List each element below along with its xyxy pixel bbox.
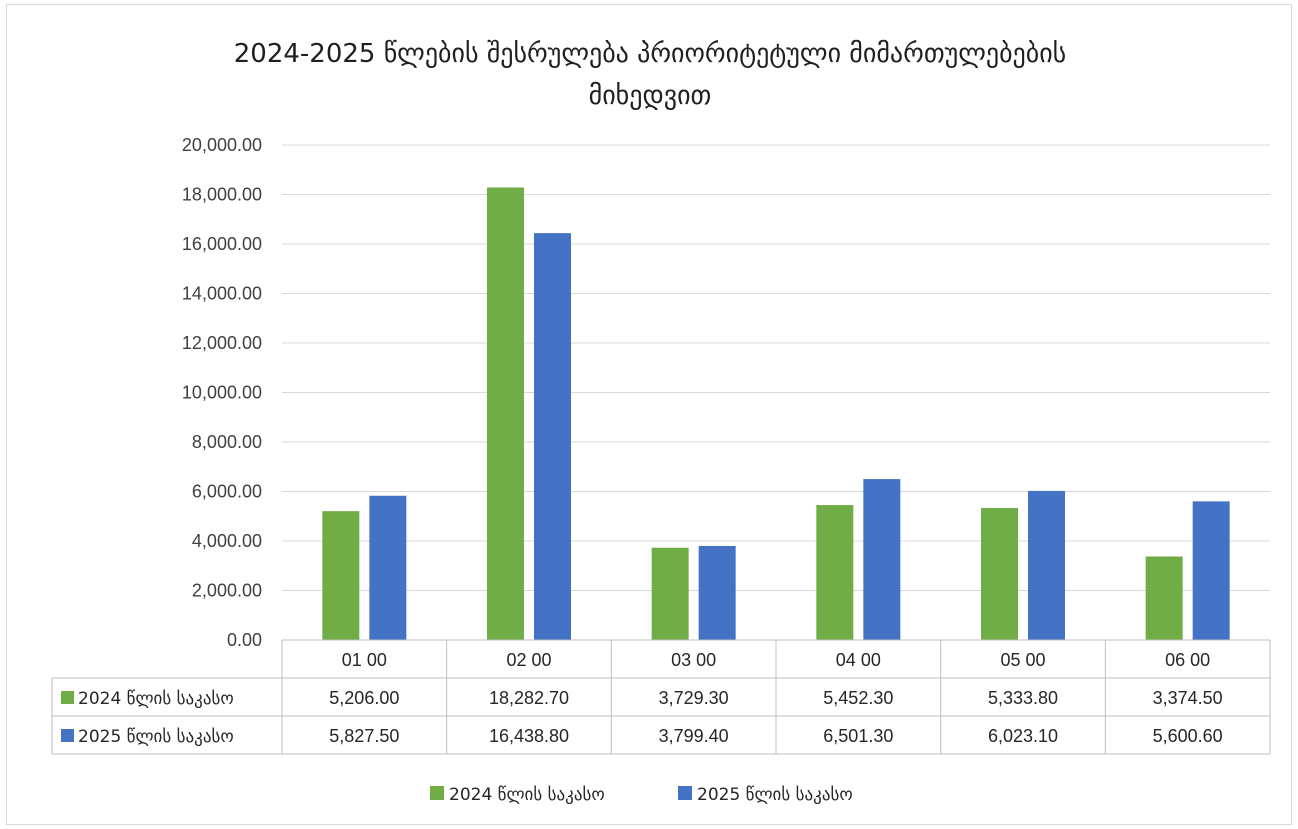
category-label: 06 00: [1165, 650, 1210, 670]
chart-frame: [6, 4, 1292, 825]
y-tick-label: 16,000.00: [182, 234, 262, 254]
y-tick-label: 2,000.00: [192, 581, 262, 601]
category-label: 03 00: [671, 650, 716, 670]
table-cell-value: 3,729.30: [659, 688, 729, 708]
bar-series2: [863, 479, 901, 640]
table-cell-value: 18,282.70: [489, 688, 569, 708]
y-axis-ticks: 0.00 2,000.00 4,000.00 6,000.00 8,000.00 10,0…: [182, 135, 262, 650]
y-tick-label: 6,000.00: [192, 482, 262, 502]
table-cell-value: 5,206.00: [329, 688, 399, 708]
table-cell-value: 3,374.50: [1153, 688, 1223, 708]
bar-series1: [651, 547, 689, 640]
table-cell-value: 5,600.60: [1153, 726, 1223, 746]
bar-series1: [981, 507, 1018, 640]
legend: 2024 წლის საკასო 2025 წლის საკასო: [430, 785, 853, 805]
table-series-name: 2024 წლის საკასო: [78, 689, 234, 709]
bars: [322, 187, 1230, 640]
y-tick-label: 10,000.00: [182, 383, 262, 403]
bar-series2: [534, 233, 571, 640]
table-series-key: [61, 691, 74, 704]
gridlines: [282, 144, 1270, 641]
table-cell-value: 3,799.40: [659, 726, 729, 746]
category-label: 05 00: [1000, 650, 1045, 670]
y-tick-label: 12,000.00: [182, 333, 262, 353]
y-tick-label: 14,000.00: [182, 284, 262, 304]
data-table: 01 00 02 00 03 00 04 00 05 00 06 00 2024 წლის …: [51, 639, 1271, 755]
table-cell-value: 6,023.10: [988, 726, 1058, 746]
table-cell-value: 6,501.30: [823, 726, 893, 746]
legend-swatch: [430, 786, 444, 800]
table-cell-value: 5,333.80: [988, 688, 1058, 708]
bar-series2: [698, 545, 736, 640]
bar-series2: [1192, 501, 1230, 640]
table-cell-value: 5,452.30: [823, 688, 893, 708]
bar-series1: [1145, 556, 1183, 640]
category-label: 01 00: [342, 650, 387, 670]
legend-entry: 2025 წლის საკასო: [697, 785, 853, 805]
chart-title-line2: მიხედვით: [589, 81, 712, 111]
y-tick-label: 18,000.00: [182, 185, 262, 205]
y-tick-label: 20,000.00: [182, 135, 262, 155]
bar-series1: [487, 187, 524, 640]
bar-series1: [322, 511, 360, 640]
y-tick-label: 0.00: [227, 630, 262, 650]
table-series-name: 2025 წლის საკასო: [78, 727, 234, 747]
table-series-key: [61, 729, 74, 742]
table-cell-value: 16,438.80: [489, 726, 569, 746]
bar-series2: [369, 495, 407, 640]
category-label: 04 00: [836, 650, 881, 670]
legend-swatch: [678, 786, 692, 800]
table-cell-value: 5,827.50: [329, 726, 399, 746]
bar-series2: [1028, 490, 1065, 640]
category-label: 02 00: [506, 650, 551, 670]
y-tick-label: 8,000.00: [192, 432, 262, 452]
bar-series1: [816, 505, 854, 640]
legend-entry: 2024 წლის საკასო: [449, 785, 605, 805]
chart-title-line1: 2024-2025 წლების შესრულება პრიორიტეტული …: [234, 39, 1067, 69]
y-tick-label: 4,000.00: [192, 531, 262, 551]
